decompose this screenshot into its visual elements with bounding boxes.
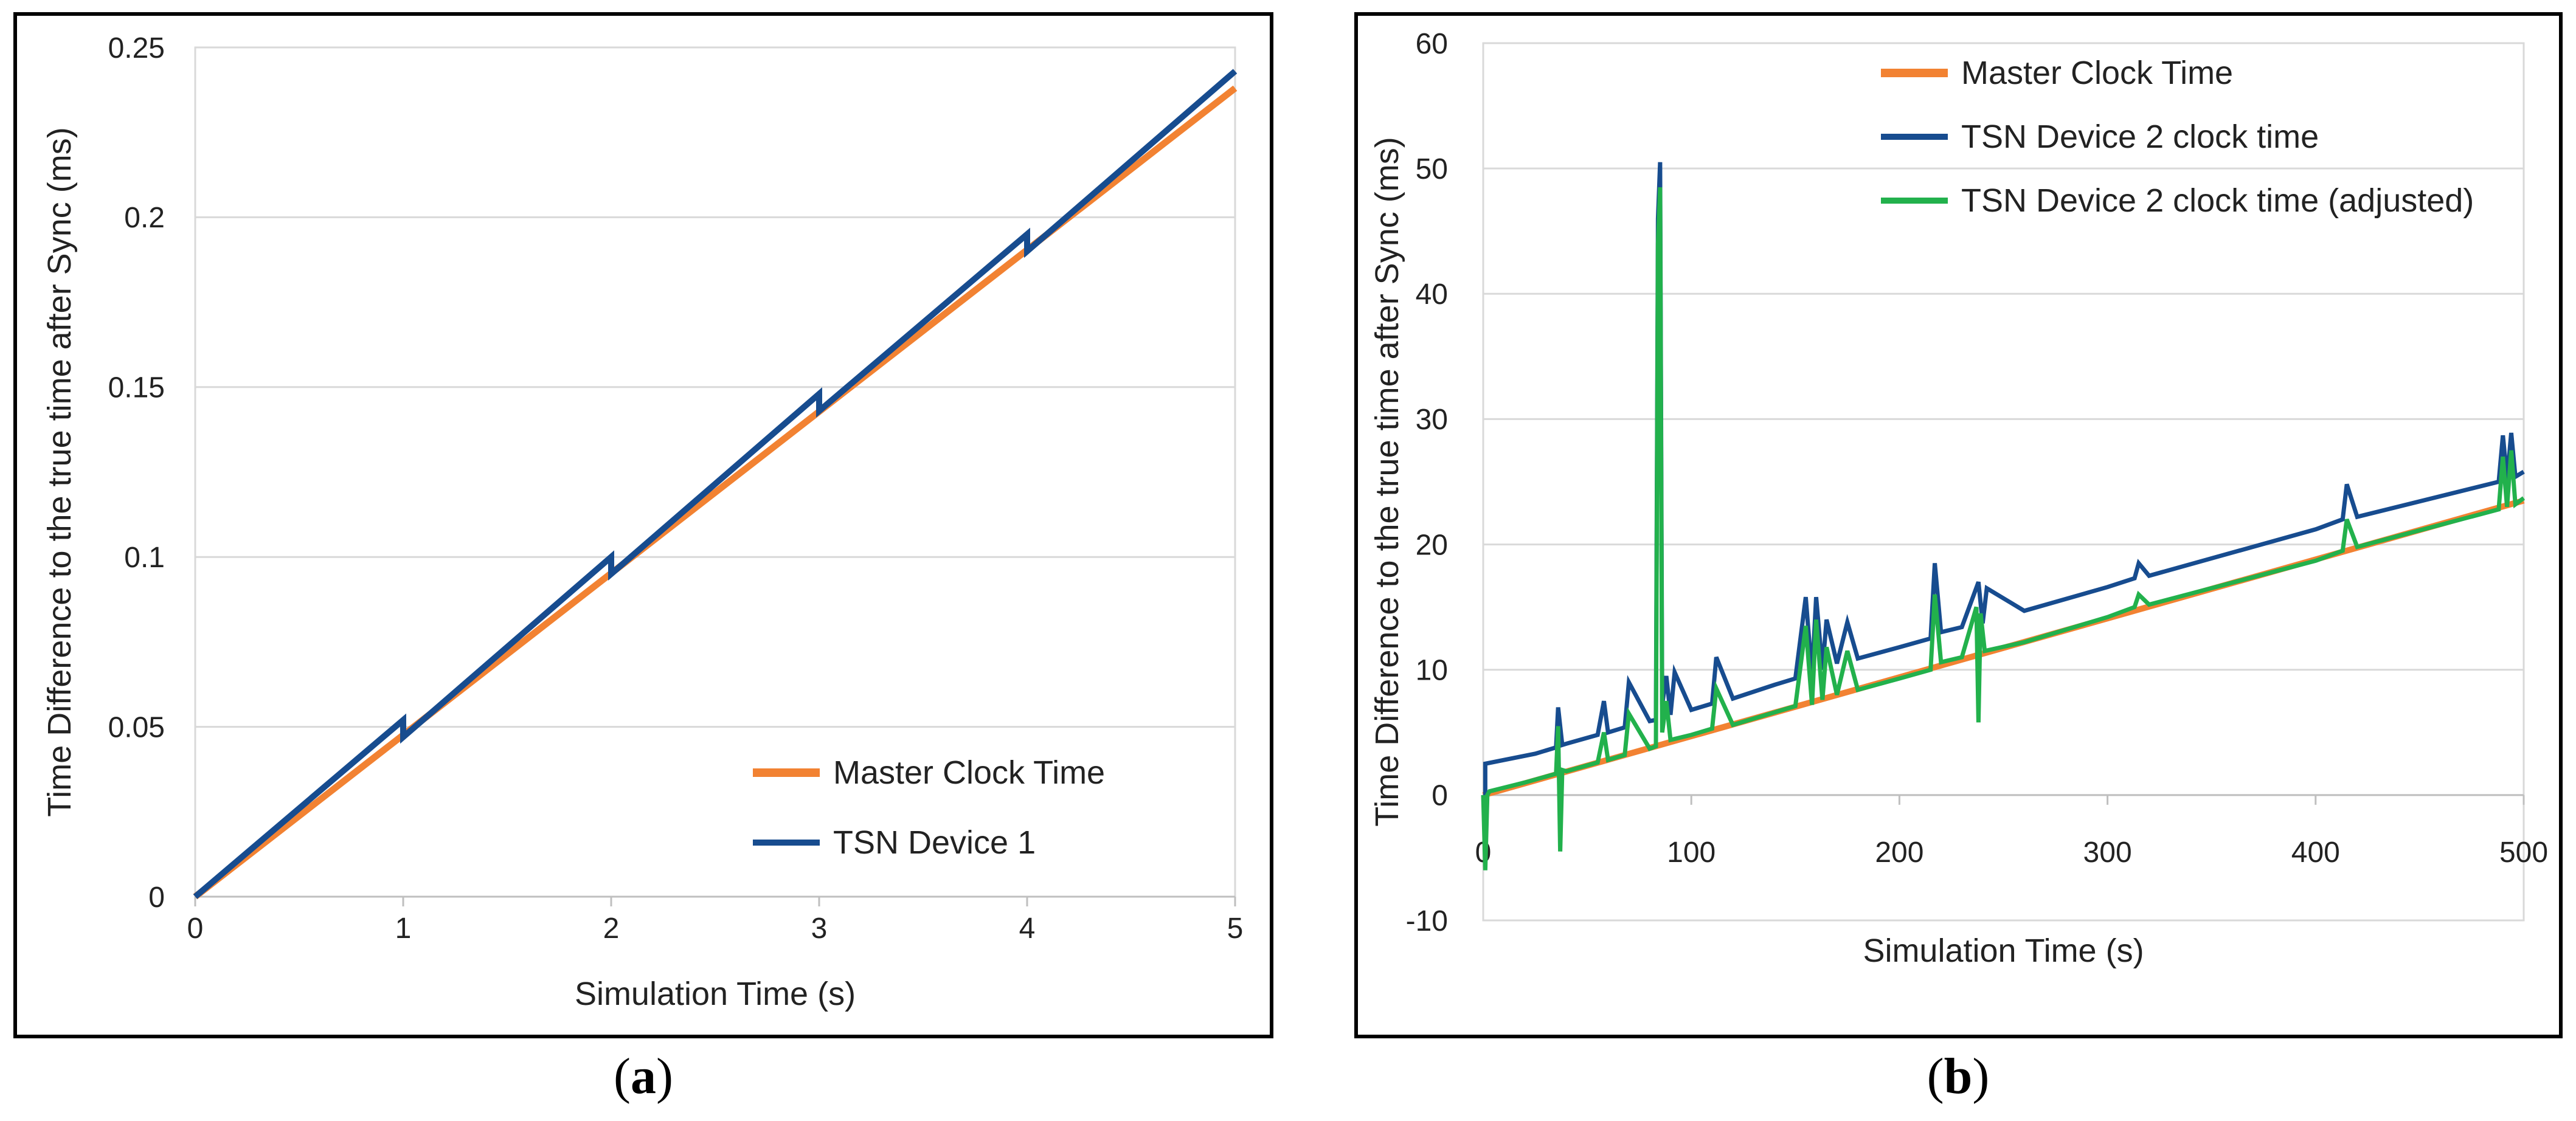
legend-label: TSN Device 2 clock time (adjusted): [1961, 182, 2474, 219]
y-tick-label: 0: [148, 881, 165, 914]
caption-b-label: b: [1944, 1048, 1973, 1105]
series-line: [193, 69, 1238, 899]
legend-label: Master Clock Time: [833, 754, 1105, 791]
x-tick-label: 1: [395, 912, 412, 945]
plot-area-border: [1482, 42, 2525, 922]
y-tick-label: 0.1: [124, 542, 165, 574]
chart-panel-b: -10 0 10 20 30 40 50 60 0 100 200 300 400 500 Simulati…: [1354, 12, 2563, 1038]
y-tick-label: 0.05: [108, 711, 165, 743]
legend-label: TSN Device 1: [833, 824, 1036, 861]
caption-b: (b): [1927, 1048, 1990, 1105]
series-line: [1481, 187, 2526, 871]
y-tick-label: 20: [1416, 529, 1448, 561]
x-tick-label: 400: [2291, 836, 2340, 869]
x-tick-label: 5: [1227, 912, 1244, 945]
y-tick-label: 30: [1416, 404, 1448, 436]
y-axis-label: Time Difference to the true time after S…: [41, 127, 78, 816]
y-tick-label: 0.15: [108, 372, 165, 404]
x-tick-label: 0: [187, 912, 204, 945]
caption-a-label: a: [631, 1048, 656, 1105]
legend-label: Master Clock Time: [1961, 55, 2233, 91]
series-line: [1483, 162, 2525, 798]
y-axis-label: Time Difference to the true time after S…: [1369, 137, 1405, 826]
x-tick-label: 500: [2499, 836, 2548, 869]
chart-a-svg: 0 0.05 0.1 0.15 0.2 0.25 0 1 2 3 4 5 Simulation Time…: [41, 32, 1244, 1012]
y-tick-label: 60: [1416, 28, 1448, 60]
y-tick-label: -10: [1406, 905, 1448, 937]
y-tick-label: 0.2: [124, 202, 165, 234]
x-tick-label: 4: [1019, 912, 1036, 945]
y-tick-label: 50: [1416, 153, 1448, 185]
x-tick-label: 2: [603, 912, 620, 945]
legend-label: TSN Device 2 clock time: [1961, 119, 2319, 155]
y-tick-label: 10: [1416, 655, 1448, 687]
y-tick-label: 0: [1432, 780, 1448, 812]
x-axis-label: Simulation Time (s): [1863, 933, 2144, 969]
y-tick-label: 40: [1416, 278, 1448, 311]
x-axis-label: Simulation Time (s): [575, 976, 856, 1012]
x-tick-label: 200: [1875, 836, 1923, 869]
caption-a: (a): [614, 1048, 673, 1105]
x-tick-label: 300: [2083, 836, 2132, 869]
chart-panel-a: 0 0.05 0.1 0.15 0.2 0.25 0 1 2 3 4 5 Simulation Time…: [13, 12, 1273, 1038]
x-tick-label: 100: [1667, 836, 1716, 869]
y-tick-label: 0.25: [108, 32, 165, 64]
x-tick-label: 3: [811, 912, 828, 945]
